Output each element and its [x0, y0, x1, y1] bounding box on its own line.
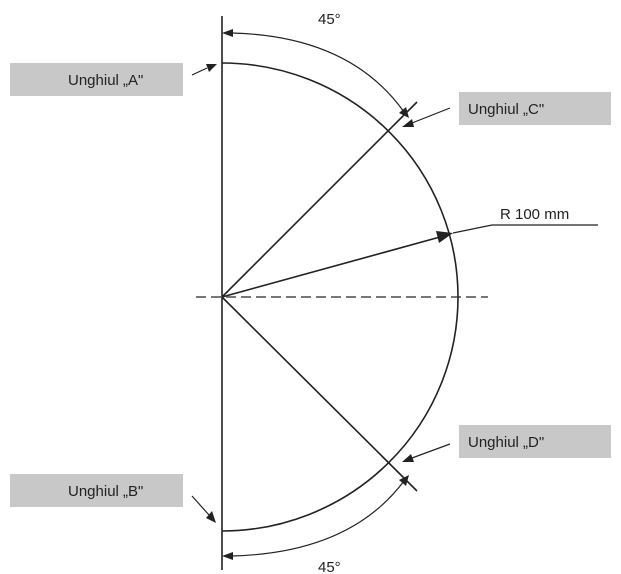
leader-d-arrowhead: [402, 454, 414, 462]
top-dim-arrow-right: [399, 107, 409, 118]
leader-b: [191, 495, 210, 516]
label-b-box: [10, 474, 183, 507]
label-angle-b: Unghiul „B": [68, 483, 143, 500]
radial-line-c: [221, 101, 418, 298]
leader-a-arrowhead: [206, 64, 217, 72]
label-d-box: [459, 425, 611, 458]
label-c-box: [459, 92, 611, 125]
label-angle-c: Unghiul „C": [468, 101, 544, 118]
label-angle-d: Unghiul „D": [468, 434, 544, 451]
label-a-box: [10, 63, 183, 96]
leader-c: [411, 107, 451, 124]
leader-a: [191, 67, 208, 76]
top-angle-label: 45°: [318, 11, 341, 28]
radius-leader: [452, 224, 493, 234]
label-angle-a: Unghiul „A": [68, 72, 143, 89]
top-dim-arrow-left: [222, 29, 233, 37]
leader-b-arrowhead: [206, 511, 216, 523]
top-angle-dimension-arc: [231, 32, 405, 113]
radius-label: R 100 mm: [500, 206, 569, 223]
bottom-dim-arrow-right: [399, 475, 409, 486]
semicircle-arc: [221, 62, 459, 532]
radius-arrow-line: [221, 236, 441, 298]
bottom-angle-label: 45°: [318, 559, 341, 574]
radial-line-d: [221, 296, 418, 492]
leader-d: [411, 443, 451, 459]
leader-c-arrowhead: [402, 119, 414, 127]
bottom-angle-dimension-arc: [231, 480, 405, 557]
bottom-dim-arrow-left: [222, 552, 233, 560]
radius-arrowhead: [436, 231, 453, 243]
